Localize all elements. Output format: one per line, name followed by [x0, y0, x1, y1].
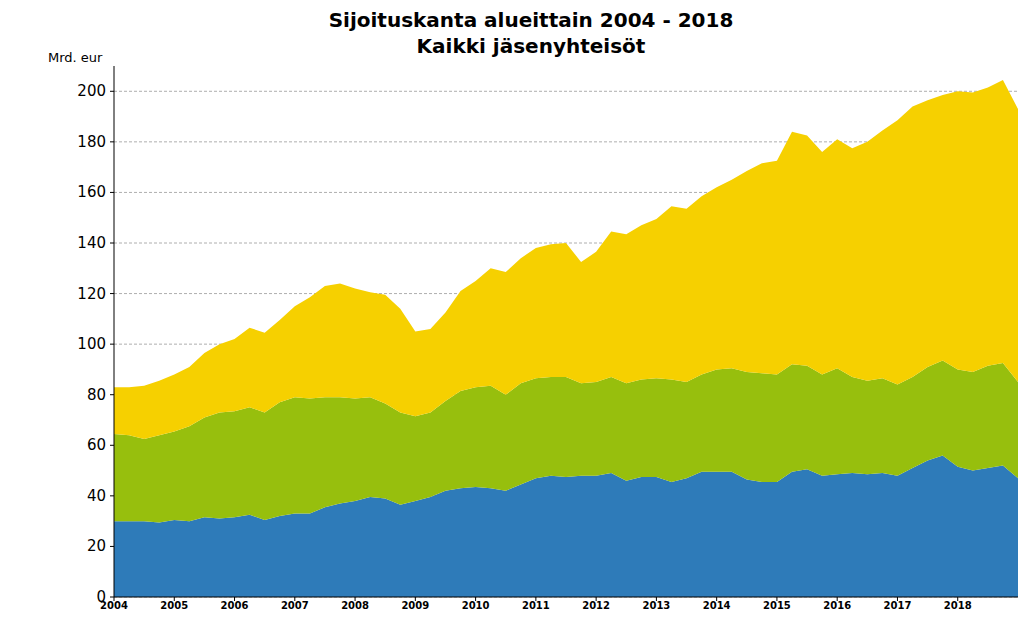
x-tick-label: 2010 [462, 600, 490, 611]
x-tick-label: 2013 [642, 600, 670, 611]
subtitle: Kaikki jäsenyhteisöt [417, 34, 646, 58]
y-tick [110, 394, 114, 395]
y-axis-label: Mrd. eur [48, 50, 103, 65]
y-tick-label: 200 [77, 82, 106, 100]
y-tick-label: 20 [87, 537, 106, 555]
x-tick-label: 2008 [341, 600, 369, 611]
x-tick-label: 2007 [281, 600, 309, 611]
y-tick-label: 160 [77, 183, 106, 201]
grid-line [114, 91, 1018, 92]
y-tick-label: 180 [77, 133, 106, 151]
y-tick-label: 120 [77, 285, 106, 303]
y-tick-label: 100 [77, 335, 106, 353]
y-tick [110, 293, 114, 294]
x-tick-label: 2012 [582, 600, 610, 611]
y-tick-label: 140 [77, 234, 106, 252]
y-axis [114, 66, 115, 597]
x-tick-label: 2017 [884, 600, 912, 611]
area [114, 80, 1018, 439]
y-tick-label: 80 [87, 386, 106, 404]
x-axis [114, 597, 1018, 598]
y-tick [110, 445, 114, 446]
x-tick-label: 2005 [160, 600, 188, 611]
x-tick-label: 2006 [221, 600, 249, 611]
y-tick [110, 91, 114, 92]
y-tick [110, 243, 114, 244]
x-tick-label: 2015 [763, 600, 791, 611]
y-tick [110, 597, 114, 598]
x-tick-label: 2011 [522, 600, 550, 611]
x-tick-label: 2014 [703, 600, 731, 611]
y-tick-label: 40 [87, 487, 106, 505]
plot-area [114, 80, 1018, 597]
y-tick [110, 495, 114, 496]
x-tick-label: 2016 [823, 600, 851, 611]
y-tick-label: 60 [87, 436, 106, 454]
x-tick-label: 2004 [100, 600, 128, 611]
y-tick [110, 192, 114, 193]
y-tick [110, 344, 114, 345]
x-tick-label: 2009 [401, 600, 429, 611]
y-tick [110, 141, 114, 142]
y-tick [110, 546, 114, 547]
chart: Sijoituskanta alueittain 2004 - 2018Kaik… [0, 0, 1024, 622]
x-tick-label: 2018 [944, 600, 972, 611]
grid-line [114, 597, 1018, 598]
title: Sijoituskanta alueittain 2004 - 2018 [329, 8, 734, 32]
